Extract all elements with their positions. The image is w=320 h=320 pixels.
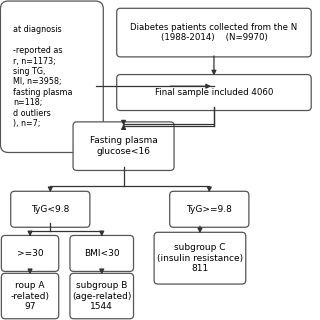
Text: BMI<30: BMI<30 [84, 249, 120, 258]
Text: >=30: >=30 [17, 249, 43, 258]
Text: subgroup C
(insulin resistance)
811: subgroup C (insulin resistance) 811 [157, 243, 243, 273]
FancyBboxPatch shape [0, 1, 103, 153]
Text: Final sample included 4060: Final sample included 4060 [155, 88, 273, 97]
FancyBboxPatch shape [1, 273, 59, 319]
Text: subgroup B
(age-related)
1544: subgroup B (age-related) 1544 [72, 281, 132, 311]
FancyBboxPatch shape [117, 75, 311, 110]
Text: roup A
-related)
97: roup A -related) 97 [11, 281, 50, 311]
Text: at diagnosis

-reported as
r, n=1173;
sing TG,
MI, n=3958;
fasting plasma
n=118;: at diagnosis -reported as r, n=1173; sin… [13, 26, 72, 128]
FancyBboxPatch shape [117, 8, 311, 57]
Text: Fasting plasma
glucose<16: Fasting plasma glucose<16 [90, 136, 157, 156]
FancyBboxPatch shape [70, 273, 133, 319]
FancyBboxPatch shape [11, 191, 90, 227]
FancyBboxPatch shape [170, 191, 249, 227]
Text: TyG>=9.8: TyG>=9.8 [186, 205, 232, 214]
Text: Diabetes patients collected from the N
(1988-2014)    (N=9970): Diabetes patients collected from the N (… [130, 23, 298, 42]
FancyBboxPatch shape [73, 122, 174, 171]
FancyBboxPatch shape [1, 236, 59, 271]
FancyBboxPatch shape [70, 236, 133, 271]
FancyBboxPatch shape [154, 232, 246, 284]
Text: TyG<9.8: TyG<9.8 [31, 205, 69, 214]
